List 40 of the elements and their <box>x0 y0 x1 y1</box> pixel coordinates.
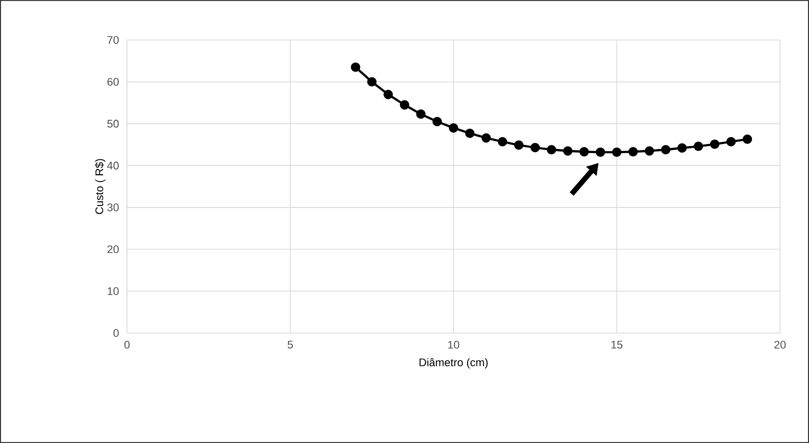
point <box>384 90 393 100</box>
point <box>612 147 622 157</box>
y-tick-label: 30 <box>107 204 119 212</box>
x-tick-label: 20 <box>774 340 786 349</box>
point <box>628 147 638 156</box>
point <box>416 109 426 119</box>
y-tick-label: 10 <box>108 287 119 296</box>
point <box>498 137 508 146</box>
point <box>677 143 687 153</box>
point <box>481 133 491 143</box>
y-tick-label: 70 <box>107 36 119 44</box>
point <box>563 146 572 156</box>
y-axis-title: Custo ( R$) <box>94 159 106 214</box>
point <box>546 144 556 154</box>
point <box>432 116 442 126</box>
point <box>644 146 654 156</box>
y-tick-label: 20 <box>107 245 119 254</box>
y-tick-label: 60 <box>107 78 119 86</box>
point <box>579 147 589 156</box>
x-tick-label: 15 <box>611 340 622 349</box>
point <box>596 147 606 157</box>
point <box>400 100 410 110</box>
point <box>448 123 458 133</box>
point <box>694 142 704 152</box>
point <box>350 62 360 72</box>
y-tick-label: 0 <box>113 329 119 337</box>
point <box>530 142 540 152</box>
point <box>726 137 736 146</box>
x-tick-label: 5 <box>288 340 293 349</box>
point <box>710 140 720 149</box>
y-tick-label: 40 <box>107 162 119 170</box>
point <box>465 128 475 138</box>
point <box>742 134 752 144</box>
point <box>367 77 377 87</box>
x-tick-label: 10 <box>448 340 460 349</box>
x-tick-label: 0 <box>124 340 130 349</box>
point <box>661 144 670 154</box>
point <box>514 140 524 150</box>
y-tick-label: 50 <box>107 120 119 128</box>
x-axis-title: Diâmetro (cm) <box>420 358 488 368</box>
